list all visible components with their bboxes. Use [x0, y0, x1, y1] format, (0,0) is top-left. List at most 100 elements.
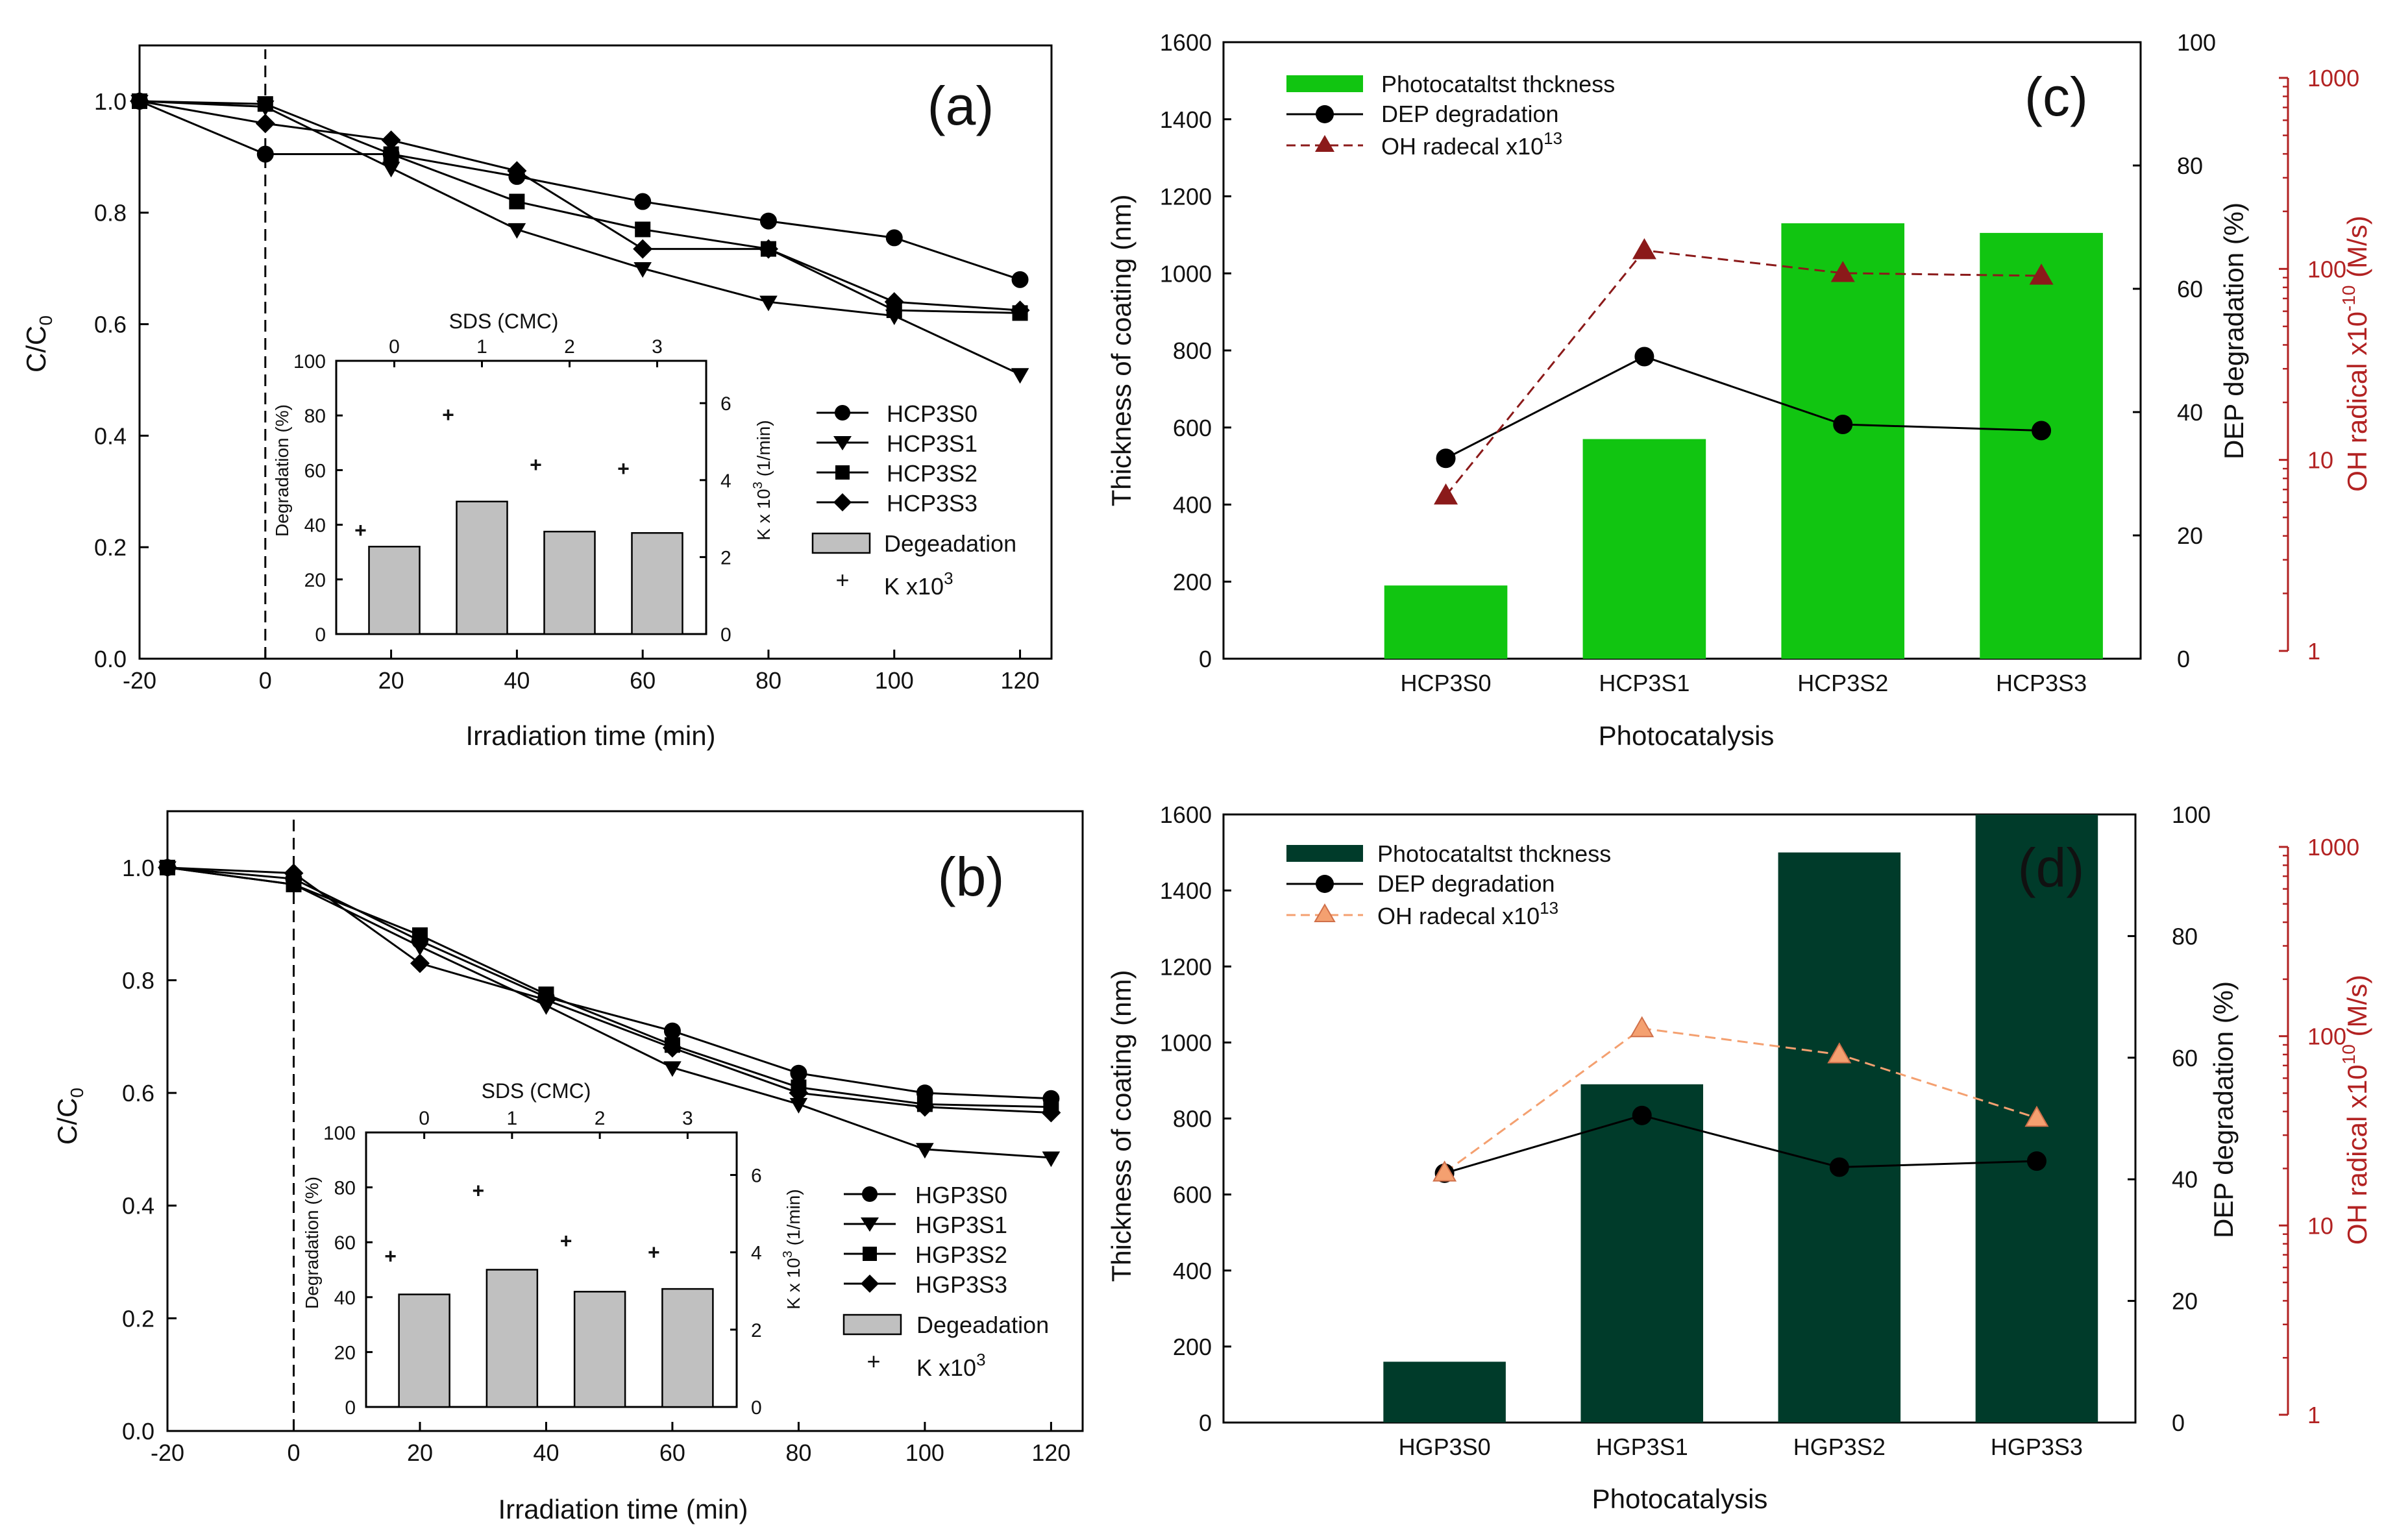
series-line-HGP3S1	[167, 866, 1051, 1159]
x-tick-label: HGP3S3	[1991, 1434, 2083, 1460]
y-tick-label: 200	[1173, 568, 1212, 595]
inset-top-label: SDS (CMC)	[482, 1079, 591, 1103]
data-point-diamond	[633, 239, 653, 259]
panel-c-ylabel: Thickness of coating (nm)	[1106, 195, 1137, 507]
inset-k-point: +	[473, 1179, 485, 1202]
panel-b-legend: HGP3S0 HGP3S1 HGP3S2 HGP3S3 Degeadation …	[842, 1182, 1049, 1381]
data-point-circle	[2026, 1151, 2047, 1171]
panel-c-xlabel: Photocatalysis	[1599, 720, 1775, 751]
data-point-diamond	[662, 1038, 682, 1058]
inset-left-tick-label: 20	[334, 1342, 356, 1363]
data-point-tri-down	[789, 1097, 808, 1114]
inset-k-point: +	[354, 519, 367, 542]
y-tick-label: 0.4	[122, 1193, 154, 1219]
legend-label: Degeadation	[916, 1312, 1049, 1338]
x-tick-label: 40	[533, 1439, 559, 1466]
data-point-triangle	[2029, 263, 2054, 285]
inset-k-point: +	[442, 403, 454, 426]
inset-right-tick-label: 6	[720, 393, 731, 415]
x-tick-label: 40	[504, 667, 530, 694]
data-point-circle	[1833, 415, 1853, 434]
y-tick-label: 0.4	[94, 422, 127, 449]
data-point-circle	[1011, 271, 1029, 288]
y3-tick-label: 10	[2307, 447, 2333, 474]
series-line-HCP3S0	[139, 100, 1021, 281]
y-tick-label: 400	[1173, 1258, 1212, 1284]
series-line-HCP3S1	[139, 100, 1021, 376]
data-point-circle	[2032, 421, 2052, 441]
x-tick-label: 20	[407, 1439, 433, 1466]
data-point-tri-down	[759, 295, 778, 312]
data-point-circle	[256, 145, 274, 163]
inset-top-tick-label: 1	[476, 336, 487, 358]
inset-k-point: +	[384, 1245, 397, 1268]
inset-right-tick-label: 4	[720, 471, 731, 492]
y3-tick-label: 100	[2307, 1023, 2346, 1050]
data-point-diamond	[1010, 300, 1030, 321]
inset-left-tick-label: 100	[293, 351, 326, 373]
legend-marker-triangle	[1314, 903, 1336, 922]
series-line-dep-degradation	[1445, 355, 2042, 459]
data-point-circle	[790, 1064, 807, 1082]
data-point-diamond	[130, 91, 149, 111]
data-point-diamond	[255, 114, 275, 134]
y-tick-label: 1600	[1160, 801, 1212, 828]
panel-b-label: (b)	[938, 846, 1005, 907]
legend-label: HCP3S2	[887, 460, 977, 487]
panel-d-ylabel: Thickness of coating (nm)	[1106, 970, 1137, 1282]
panel-a-inset-labels: SDS (CMC) Degradation (%) K x 103 (1/min…	[272, 310, 774, 541]
series-line-HGP3S0	[167, 866, 1051, 1100]
x-tick-label: 120	[1031, 1439, 1070, 1466]
panel-a-xlabel: Irradiation time (min)	[465, 720, 715, 751]
panel-c-ylabel3: OH radical x10-10 (M/s)	[2339, 215, 2372, 492]
bar-thickness-HCP3S2	[1781, 223, 1905, 659]
y2-tick-label: 100	[2177, 29, 2216, 56]
data-point-diamond	[507, 161, 527, 181]
data-point-tri-down	[663, 1061, 682, 1077]
panel-b-ylabel: C/C	[52, 1098, 82, 1145]
legend-label: DEP degradation	[1381, 101, 1559, 127]
x-tick-label: 120	[1001, 667, 1040, 694]
panel-a: -20 0 20 40 60 80 100 1200.00.20.40.60.81.00204…	[21, 44, 1053, 751]
legend-label: HGP3S1	[915, 1212, 1007, 1238]
legend-label: HGP3S2	[915, 1241, 1007, 1268]
legend-label: Photocataltst thckness	[1377, 840, 1611, 867]
panel-b-xlabel: Irradiation time (min)	[498, 1494, 748, 1524]
inset-left-tick-label: 60	[304, 460, 326, 482]
y3-tick-label: 100	[2307, 256, 2346, 282]
series-line-dep-degradation	[1444, 1114, 2037, 1175]
y-tick-label: 1600	[1160, 29, 1212, 56]
bar-thickness-HCP3S0	[1384, 585, 1508, 659]
y-tick-label: 800	[1173, 337, 1212, 364]
legend-label: OH radecal x1013	[1381, 128, 1562, 160]
series-line-HGP3S3	[167, 866, 1051, 1114]
x-tick-label: -20	[123, 667, 156, 694]
bar-thickness-HCP3S3	[1980, 232, 2103, 659]
legend-marker-circle	[835, 405, 850, 421]
y3-tick-label: 1	[2307, 1402, 2320, 1428]
data-point-diamond	[284, 863, 304, 883]
y-tick-label: 1200	[1160, 953, 1212, 980]
x-tick-label: 80	[785, 1439, 811, 1466]
inset-ylabel-left: Degradation (%)	[272, 404, 292, 537]
inset-left-tick-label: 60	[334, 1232, 356, 1254]
y2-tick-label: 80	[2177, 153, 2203, 179]
y-tick-label: 0	[1199, 1410, 1212, 1436]
panel-a-legend: HCP3S0 HCP3S1 HCP3S2 HCP3S3 Degeadation …	[811, 400, 1016, 600]
bar-thickness-HGP3S2	[1778, 852, 1901, 1423]
series-line-oh-radical	[1445, 249, 2042, 496]
y-tick-label: 1200	[1160, 184, 1212, 210]
data-point-tri-down	[508, 223, 526, 239]
bar-thickness-HGP3S1	[1580, 1084, 1703, 1423]
y3-tick-label: 1000	[2307, 834, 2359, 861]
series-line-HCP3S2	[139, 100, 1020, 314]
legend-label: OH radecal x1013	[1377, 898, 1558, 929]
y2-tick-label: 80	[2172, 923, 2198, 949]
inset-bar-degradation	[573, 1291, 626, 1408]
panel-d-legend: Photocataltst thckness DEP degradation O…	[1286, 840, 1611, 929]
series-line-HCP3S3	[139, 100, 1020, 312]
data-point-diamond	[884, 292, 904, 312]
legend-marker-circle	[862, 1186, 878, 1202]
y2-tick-label: 0	[2172, 1410, 2185, 1436]
